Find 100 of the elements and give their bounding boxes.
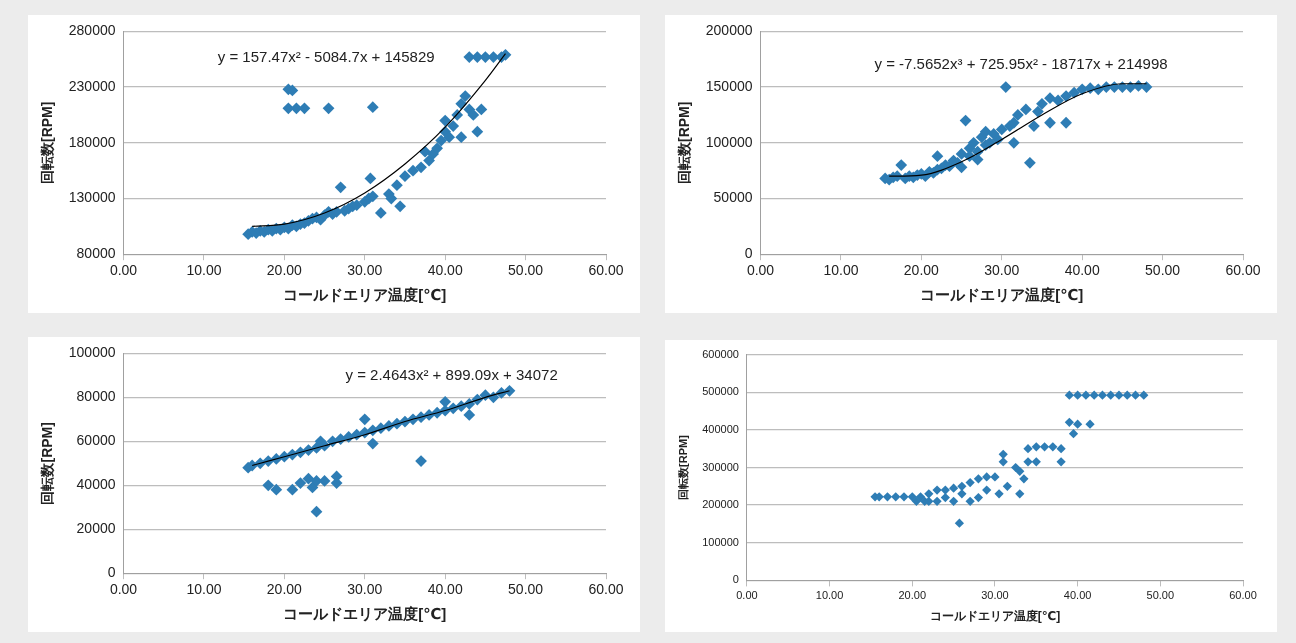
x-tick-label: 40.00 <box>427 581 463 598</box>
point <box>940 485 950 495</box>
x-tick-label: 0.00 <box>746 262 775 279</box>
point <box>1081 390 1091 400</box>
y-tick-label: 0 <box>744 245 753 262</box>
y-tick-label: 100000 <box>702 535 739 548</box>
point <box>1007 136 1020 149</box>
point <box>982 472 992 482</box>
x-tick-label: 40.00 <box>1064 262 1100 279</box>
point <box>1024 156 1036 169</box>
point <box>1019 474 1029 484</box>
x-axis-title: コールドエリア温度[℃] <box>920 286 1084 304</box>
x-tick-label: 60.00 <box>588 581 624 598</box>
point <box>882 492 893 502</box>
x-tick-label: 0.00 <box>109 262 138 279</box>
point <box>1139 390 1149 400</box>
point <box>924 489 934 499</box>
y-axis-title: 回転数[RPM] <box>676 434 689 500</box>
x-tick-label: 40.00 <box>1063 589 1092 602</box>
x-tick-label: 30.00 <box>981 589 1009 602</box>
y-tick-label: 230000 <box>68 77 116 94</box>
x-tick-label: 50.00 <box>1146 589 1175 602</box>
point <box>1023 457 1033 467</box>
point <box>262 479 275 492</box>
y-tick-label: 500000 <box>702 385 739 398</box>
point <box>955 148 968 160</box>
point <box>1073 390 1083 400</box>
point <box>954 518 965 528</box>
y-axis-title: 回転数[RPM] <box>676 101 693 185</box>
point <box>957 489 967 499</box>
point <box>1097 390 1108 400</box>
point <box>1007 116 1020 129</box>
x-tick-label: 10.00 <box>823 262 859 279</box>
point <box>899 492 909 502</box>
y-tick-label: 280000 <box>68 22 116 39</box>
x-tick-label: 30.00 <box>984 262 1020 279</box>
x-tick-label: 40.00 <box>427 262 463 279</box>
point <box>940 492 950 503</box>
point <box>1015 489 1025 499</box>
point <box>1023 444 1033 454</box>
x-tick-label: 0.00 <box>736 589 758 602</box>
point <box>995 123 1008 136</box>
point <box>1048 442 1058 452</box>
x-tick-label: 50.00 <box>1145 262 1181 279</box>
point <box>998 457 1008 467</box>
point <box>932 485 942 495</box>
x-tick-label: 20.00 <box>898 589 927 602</box>
point <box>911 496 922 506</box>
y-axis-title: 回転数[RPM] <box>39 101 56 185</box>
point <box>294 477 307 489</box>
annotation: y = 2.4643x² + 899.09x + 34072 <box>345 365 558 383</box>
point <box>973 492 984 503</box>
y-tick-label: 80000 <box>76 388 116 405</box>
y-tick-label: 100000 <box>68 344 116 361</box>
y-tick-label: 20000 <box>76 520 116 537</box>
x-tick-label: 20.00 <box>266 581 303 598</box>
y-tick-label: 180000 <box>68 133 116 150</box>
point <box>1085 419 1095 429</box>
point <box>1064 417 1074 427</box>
x-axis-title: コールドエリア温度[℃] <box>283 286 447 304</box>
y-tick-label: 600000 <box>702 347 739 360</box>
point <box>990 472 1000 482</box>
point <box>915 492 926 502</box>
x-axis-title: コールドエリア温度[℃] <box>283 605 447 623</box>
y-tick-label: 0 <box>732 573 739 586</box>
point <box>957 481 967 491</box>
y-axis-title: 回転数[RPM] <box>39 422 56 505</box>
point <box>270 483 283 496</box>
x-tick-label: 60.00 <box>1225 262 1261 279</box>
x-tick-label: 10.00 <box>186 581 222 598</box>
point <box>463 409 476 421</box>
point <box>1039 442 1050 452</box>
point <box>310 505 323 518</box>
point <box>1044 116 1056 129</box>
point <box>1056 457 1066 467</box>
x-axis-title: コールドエリア温度[℃] <box>929 609 1061 624</box>
point <box>994 489 1004 499</box>
point <box>1052 94 1064 107</box>
point <box>439 395 452 408</box>
point <box>1032 105 1044 118</box>
point <box>1028 120 1040 132</box>
point <box>999 81 1012 93</box>
y-tick-label: 400000 <box>702 422 739 435</box>
x-tick-label: 50.00 <box>508 581 544 598</box>
point <box>415 455 427 467</box>
point <box>955 161 968 174</box>
point <box>948 483 959 493</box>
point <box>1031 442 1041 452</box>
point <box>1002 481 1012 491</box>
x-tick-label: 30.00 <box>347 262 383 279</box>
point <box>1122 390 1132 400</box>
annotation: y = -7.5652x³ + 725.95x² - 18717x + 214998 <box>874 54 1168 72</box>
point <box>1089 390 1099 400</box>
x-tick-label: 30.00 <box>347 581 383 598</box>
point <box>931 150 944 163</box>
point <box>891 492 901 502</box>
point <box>1015 466 1025 476</box>
y-tick-label: 40000 <box>76 476 116 493</box>
point <box>358 413 371 426</box>
point <box>1114 390 1124 400</box>
